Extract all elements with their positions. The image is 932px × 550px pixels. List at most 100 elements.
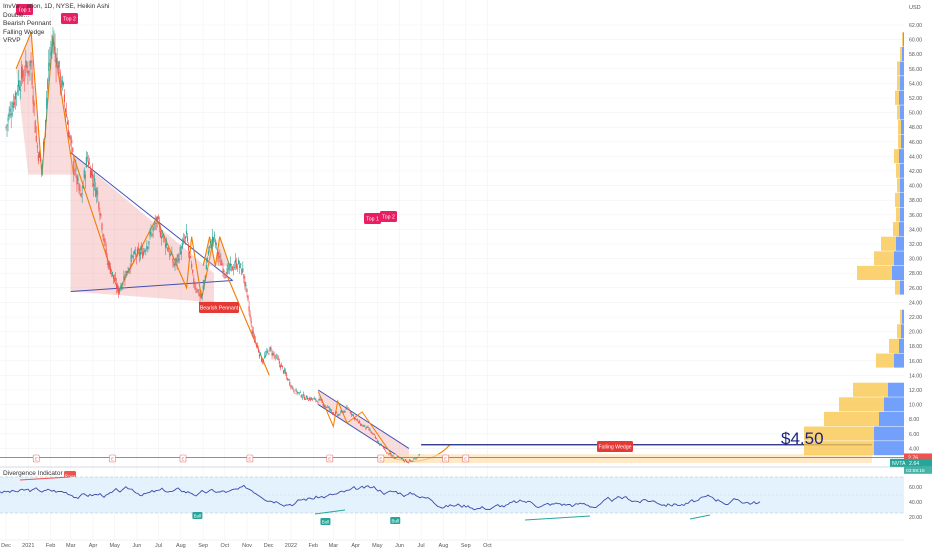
price-tick: 40.00 (909, 184, 922, 190)
candle-body (153, 223, 155, 225)
legend-symbol-line[interactable]: InvVa... ation, 1D, NYSE, Heikin Ashi (3, 3, 110, 10)
candle-body (190, 256, 192, 259)
time-tick: Mar (329, 543, 339, 549)
volume-bar-down (896, 163, 900, 178)
candle-body (276, 357, 278, 359)
candle-body (137, 248, 140, 251)
candle-body (406, 460, 408, 463)
candle-body (45, 119, 47, 130)
candle-body (411, 460, 413, 462)
volume-bar-down (896, 207, 900, 222)
price-tick: 38.00 (909, 198, 922, 204)
candle-body (289, 382, 291, 385)
candle-body (138, 252, 141, 256)
volume-profile[interactable] (804, 32, 904, 456)
volume-bar-up (901, 119, 904, 134)
candle-body (198, 291, 200, 296)
legend-falling-wedge[interactable]: Falling Wedge (3, 28, 45, 36)
candle-body (377, 441, 379, 443)
candle-body (25, 60, 27, 68)
price-axis[interactable]: USD 62.00 60.00 58.00 56.00 54.00 52.00 50.00 48… (890, 0, 932, 550)
legend-double-top[interactable]: Double... (3, 11, 30, 19)
indicator-tick: 20.00 (909, 515, 922, 521)
candle-body (61, 80, 63, 86)
candle-body (281, 365, 284, 367)
candle-body (72, 147, 74, 153)
candle-body (193, 278, 195, 285)
volume-bar-down (895, 90, 899, 105)
candle-body (210, 244, 213, 248)
price-tick: 44.00 (909, 154, 922, 160)
volume-bar-down (874, 251, 894, 266)
candle-body (184, 236, 186, 239)
candle-body (413, 458, 415, 460)
candlestick-series[interactable] (5, 27, 420, 464)
volume-bar-up (903, 32, 904, 47)
time-axis[interactable]: Dec 2021 Feb Mar Apr May Jun Jul Aug Sep Oct Nov Dec… (0, 539, 904, 549)
candle-body (401, 458, 403, 460)
candle-body (393, 456, 395, 459)
candle-body (284, 369, 286, 372)
candle-body (373, 434, 375, 436)
candle-body (287, 378, 289, 381)
price-tick: 46.00 (909, 140, 922, 146)
indicator-title[interactable]: Divergence Indicator (3, 470, 63, 477)
candle-body (391, 456, 393, 457)
price-tick: 50.00 (909, 111, 922, 117)
candle-body (372, 433, 374, 435)
chart-patterns[interactable] (0, 32, 904, 464)
bearish-pennant-label-bg (199, 302, 239, 313)
candle-body (97, 193, 99, 195)
candle-body (201, 293, 203, 296)
event-marker: E (444, 457, 447, 462)
candle-body (385, 450, 387, 452)
candle-body (343, 410, 345, 413)
candle-body (179, 246, 181, 254)
candle-body (5, 127, 7, 128)
candle-body (44, 138, 46, 140)
candle-body (291, 385, 293, 387)
candle-body (34, 120, 36, 133)
volume-bar-up (900, 76, 904, 91)
candle-body (12, 102, 14, 108)
candle-body (79, 189, 81, 191)
candle-body (36, 145, 38, 148)
candle-body (62, 82, 64, 86)
volume-bar-up (879, 411, 904, 426)
candle-body (415, 458, 417, 460)
candle-body (300, 394, 302, 398)
candle-body (13, 102, 15, 105)
candle-body (76, 175, 78, 185)
bull-divergence-line (689, 514, 711, 520)
candle-body (409, 459, 411, 462)
legend-vrvp[interactable]: VRVP (3, 37, 21, 44)
target-price-label: $4.50 (781, 429, 824, 448)
candle-body (313, 398, 315, 400)
candle-body (367, 426, 369, 428)
candle-body (223, 271, 225, 272)
candle-body (196, 291, 198, 292)
candle-body (99, 212, 101, 216)
candle-body (400, 458, 402, 460)
candle-body (293, 390, 295, 392)
candle-body (266, 351, 268, 354)
candle-body (255, 343, 257, 345)
legend-bearish-pennant[interactable]: Bearish Pennant (3, 20, 52, 27)
candle-body (336, 412, 338, 414)
candle-body (325, 406, 327, 408)
candle-body (345, 407, 347, 410)
candle-body (301, 397, 303, 399)
time-tick: May (109, 543, 120, 549)
candle-body (374, 436, 376, 439)
candle-body (181, 243, 183, 249)
candle-body (104, 241, 106, 242)
candle-body (327, 406, 329, 408)
event-marker: E (35, 457, 38, 462)
candle-body (171, 252, 173, 255)
divergence-oscillator-line[interactable] (0, 484, 761, 511)
event-marker-bg (442, 454, 449, 463)
candle-body (38, 152, 40, 158)
candle-body (93, 183, 95, 187)
candle-body (398, 457, 400, 458)
